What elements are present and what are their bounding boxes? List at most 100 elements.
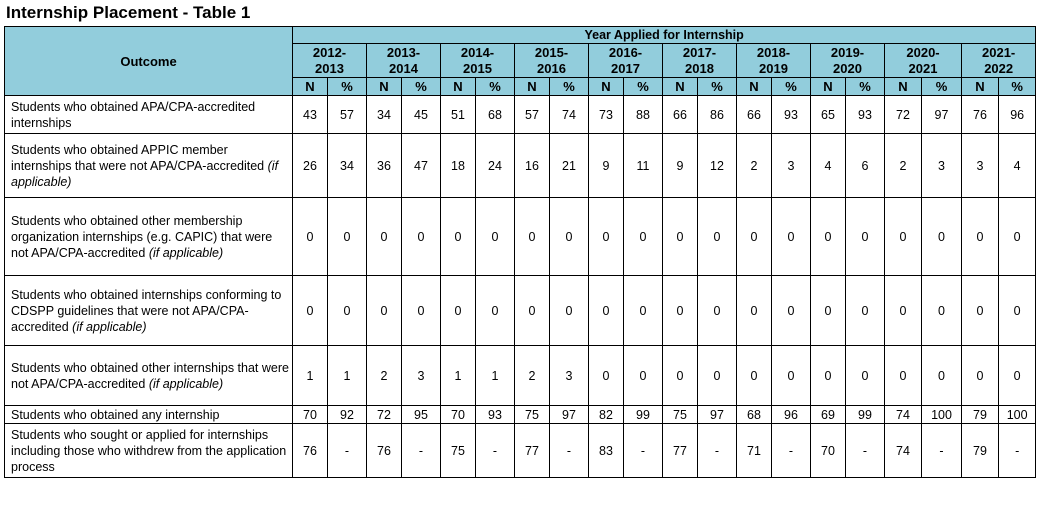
table-row: Students who obtained internships confor…: [4, 275, 1037, 346]
percent-value: 97: [549, 405, 589, 424]
percent-value: 0: [475, 275, 515, 346]
year-header-end: 2015: [463, 60, 492, 76]
table-row: Students who obtained APPIC member inter…: [4, 133, 1037, 198]
n-value: 0: [588, 197, 624, 276]
percent-value: -: [997, 423, 1037, 478]
percent-column-header: %: [623, 77, 663, 96]
percent-value: 95: [401, 405, 441, 424]
percent-value: 0: [623, 275, 663, 346]
n-value: 69: [810, 405, 846, 424]
percent-value: 0: [771, 275, 811, 346]
percent-value: 88: [623, 95, 663, 134]
n-column-header: N: [514, 77, 550, 96]
n-value: 0: [292, 197, 328, 276]
n-value: 0: [440, 275, 476, 346]
n-value: 0: [366, 275, 402, 346]
percent-value: 0: [475, 197, 515, 276]
year-header-start: 2021-: [982, 44, 1016, 60]
n-value: 2: [884, 133, 922, 198]
outcome-text: Students who obtained APA/CPA-accredited…: [11, 99, 256, 130]
n-value: 76: [366, 423, 402, 478]
percent-value: 0: [697, 197, 737, 276]
year-header-end: 2019: [759, 60, 788, 76]
n-value: 0: [588, 275, 624, 346]
percent-value: 57: [327, 95, 367, 134]
percent-value: 3: [549, 345, 589, 406]
percent-value: 12: [697, 133, 737, 198]
n-value: 57: [514, 95, 550, 134]
n-value: 43: [292, 95, 328, 134]
n-value: 75: [662, 405, 698, 424]
n-value: 0: [662, 275, 698, 346]
percent-value: 0: [327, 197, 367, 276]
percent-value: 0: [549, 275, 589, 346]
year-header-start: 2020-: [906, 44, 940, 60]
n-value: 36: [366, 133, 402, 198]
outcome-label: Students who obtained any internship: [4, 405, 293, 424]
percent-value: 97: [697, 405, 737, 424]
n-value: 0: [366, 197, 402, 276]
outcome-label: Students who obtained other internships …: [4, 345, 293, 406]
year-header: 2014- 2015: [440, 43, 515, 78]
percent-value: 0: [697, 275, 737, 346]
percent-value: 47: [401, 133, 441, 198]
n-value: 0: [514, 197, 550, 276]
percent-value: 24: [475, 133, 515, 198]
n-column-header: N: [662, 77, 698, 96]
percent-value: 0: [401, 197, 441, 276]
outcome-label: Students who obtained APPIC member inter…: [4, 133, 293, 198]
table-row: Students who obtained other membership o…: [4, 197, 1037, 276]
outcome-text: Students who obtained internships confor…: [11, 287, 282, 334]
n-value: 0: [810, 345, 846, 406]
n-value: 0: [810, 275, 846, 346]
percent-value: 0: [997, 197, 1037, 276]
year-header: 2013- 2014: [366, 43, 441, 78]
year-header-end: 2022: [984, 60, 1014, 76]
table-row: Students who obtained any internship 70 92…: [4, 405, 1037, 424]
applicability-note: (if applicable): [11, 158, 279, 189]
applicability-note: (if applicable): [148, 376, 224, 391]
percent-value: 100: [921, 405, 962, 424]
percent-value: 0: [921, 197, 962, 276]
n-value: 66: [736, 95, 772, 134]
n-value: 77: [662, 423, 698, 478]
n-value: 51: [440, 95, 476, 134]
n-value: 4: [810, 133, 846, 198]
n-value: 0: [514, 275, 550, 346]
n-value: 0: [961, 275, 999, 346]
percent-column-header: %: [921, 77, 962, 96]
n-value: 0: [736, 345, 772, 406]
year-header-end: 2018: [685, 60, 714, 76]
year-header: 2016- 2017: [588, 43, 663, 78]
n-value: 0: [884, 345, 922, 406]
table-row: Students who sought or applied for inter…: [4, 423, 1037, 478]
outcome-label: Students who sought or applied for inter…: [4, 423, 293, 478]
n-value: 0: [810, 197, 846, 276]
percent-column-header: %: [401, 77, 441, 96]
percent-column-header: %: [697, 77, 737, 96]
percent-value: 4: [997, 133, 1037, 198]
n-value: 0: [961, 345, 999, 406]
n-column-header: N: [884, 77, 922, 96]
n-column-header: N: [440, 77, 476, 96]
outcome-label: Students who obtained other membership o…: [4, 197, 293, 276]
year-header-start: 2019-: [830, 44, 865, 60]
percent-value: 0: [997, 345, 1037, 406]
n-value: 2: [514, 345, 550, 406]
n-column-header: N: [292, 77, 328, 96]
percent-value: 1: [475, 345, 515, 406]
outcome-label: Students who obtained APA/CPA-accredited…: [4, 95, 293, 134]
percent-value: 1: [327, 345, 367, 406]
n-value: 0: [440, 197, 476, 276]
percent-value: 0: [623, 197, 663, 276]
outcome-label: Students who obtained internships confor…: [4, 275, 293, 346]
percent-value: 92: [327, 405, 367, 424]
n-value: 0: [884, 275, 922, 346]
n-value: 9: [588, 133, 624, 198]
percent-value: 86: [697, 95, 737, 134]
n-value: 0: [662, 345, 698, 406]
n-value: 1: [440, 345, 476, 406]
percent-value: 96: [771, 405, 811, 424]
n-column-header: N: [588, 77, 624, 96]
year-header-end: 2013: [315, 60, 344, 76]
